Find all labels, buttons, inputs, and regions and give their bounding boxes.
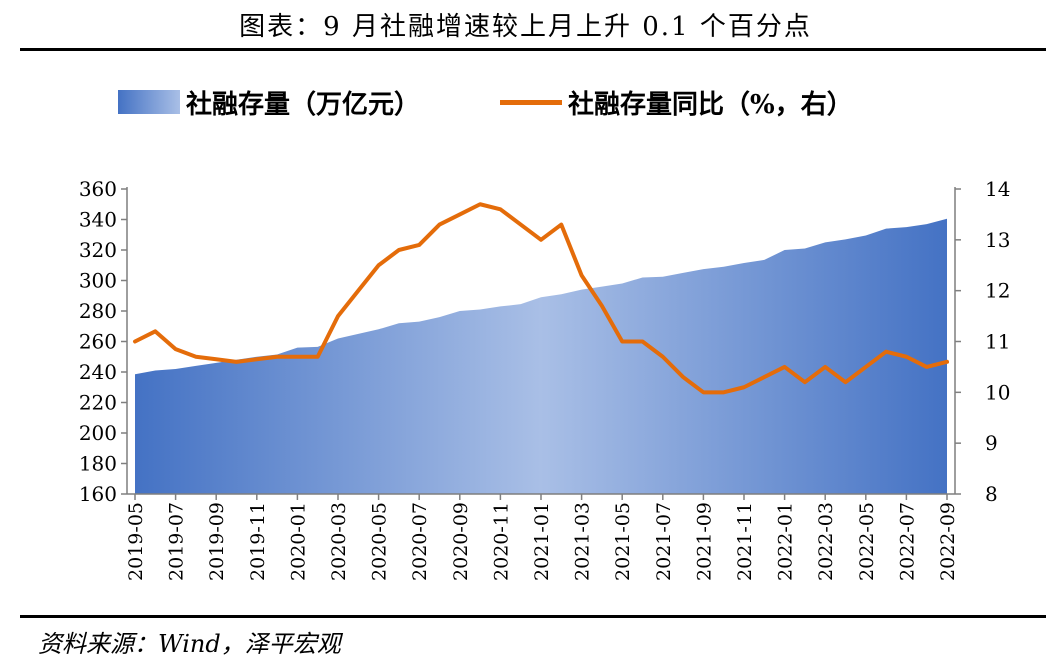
x-tick-label: 2021-05 bbox=[612, 502, 634, 581]
x-tick-label: 2021-07 bbox=[653, 502, 675, 581]
x-tick-label: 2020-05 bbox=[369, 502, 391, 581]
y-left-tick-label: 160 bbox=[79, 482, 117, 506]
x-tick-label: 2020-03 bbox=[328, 502, 350, 581]
y-left-tick-label: 180 bbox=[79, 452, 117, 476]
bottom-rule bbox=[20, 615, 1046, 618]
axis-layer: 160 180 200 220 240 260 280 300 320 340 360 8 9 10 11 1… bbox=[79, 177, 1011, 581]
legend-swatch-line bbox=[500, 99, 563, 105]
top-rule bbox=[20, 48, 1046, 51]
x-tick-label: 2019-09 bbox=[206, 502, 228, 581]
chart-plot: 160 180 200 220 240 260 280 300 320 340 360 8 9 10 11 1… bbox=[79, 177, 1011, 581]
x-tick-label: 2020-01 bbox=[287, 502, 309, 581]
chart-title: 图表：9 月社融增速较上月上升 0.1 个百分点 bbox=[239, 12, 812, 42]
line-series-yoy bbox=[133, 202, 949, 395]
x-tick-label: 2019-05 bbox=[125, 502, 147, 581]
y-left-tick-label: 220 bbox=[79, 391, 117, 415]
area-series-stock bbox=[135, 218, 947, 495]
x-tick-label: 2021-09 bbox=[693, 502, 715, 581]
y-right-tick-label: 10 bbox=[985, 380, 1010, 404]
source-note: 资料来源：Wind，泽平宏观 bbox=[38, 630, 341, 658]
y-left-tick-label: 260 bbox=[79, 330, 117, 354]
x-tick-label: 2019-11 bbox=[247, 502, 269, 581]
legend-label-line: 社融存量同比（%，右） bbox=[568, 89, 853, 120]
x-tick-label: 2021-11 bbox=[734, 502, 756, 581]
y-left-tick-label: 300 bbox=[79, 269, 117, 293]
y-left-tick-label: 240 bbox=[79, 360, 117, 384]
legend-swatch-area bbox=[118, 90, 180, 114]
x-tick-label: 2020-07 bbox=[409, 502, 431, 581]
x-tick-label: 2020-11 bbox=[490, 502, 512, 581]
y-left-tick-label: 280 bbox=[79, 299, 117, 323]
y-left-tick-label: 200 bbox=[79, 421, 117, 445]
legend-item-line: 社融存量同比（%，右） bbox=[500, 84, 853, 121]
legend-item-area: 社融存量（万亿元） bbox=[118, 84, 420, 121]
line-layer bbox=[133, 202, 949, 395]
x-tick-label: 2022-05 bbox=[856, 502, 878, 581]
legend-label-area: 社融存量（万亿元） bbox=[186, 89, 421, 120]
x-tick-label: 2022-01 bbox=[775, 502, 797, 581]
y-right-tick-label: 11 bbox=[985, 330, 1010, 354]
y-left-tick-label: 360 bbox=[79, 177, 117, 201]
x-tick-label: 2020-09 bbox=[450, 502, 472, 581]
x-tick-label: 2019-07 bbox=[166, 502, 188, 581]
y-right-tick-label: 12 bbox=[985, 279, 1010, 303]
y-left-tick-label: 340 bbox=[79, 208, 117, 232]
area-layer bbox=[135, 218, 947, 495]
y-left-tick-label: 320 bbox=[79, 238, 117, 262]
x-tick-label: 2022-09 bbox=[937, 502, 959, 581]
x-tick-label: 2022-03 bbox=[815, 502, 837, 581]
y-right-tick-label: 14 bbox=[985, 177, 1010, 201]
legend: 社融存量（万亿元） 社融存量同比（%，右） bbox=[118, 82, 933, 122]
y-right-tick-label: 13 bbox=[985, 228, 1010, 252]
y-right-tick-label: 9 bbox=[985, 431, 998, 455]
x-tick-label: 2021-01 bbox=[531, 502, 553, 581]
y-right-tick-label: 8 bbox=[985, 482, 998, 506]
x-tick-label: 2021-03 bbox=[572, 502, 594, 581]
x-tick-label: 2022-07 bbox=[896, 502, 918, 581]
